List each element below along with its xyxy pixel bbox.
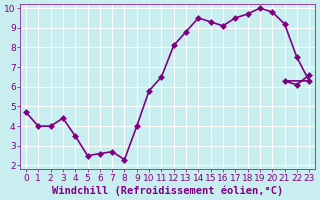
X-axis label: Windchill (Refroidissement éolien,°C): Windchill (Refroidissement éolien,°C) [52, 185, 283, 196]
